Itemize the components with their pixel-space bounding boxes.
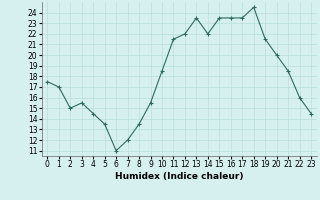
X-axis label: Humidex (Indice chaleur): Humidex (Indice chaleur) [115, 172, 244, 181]
